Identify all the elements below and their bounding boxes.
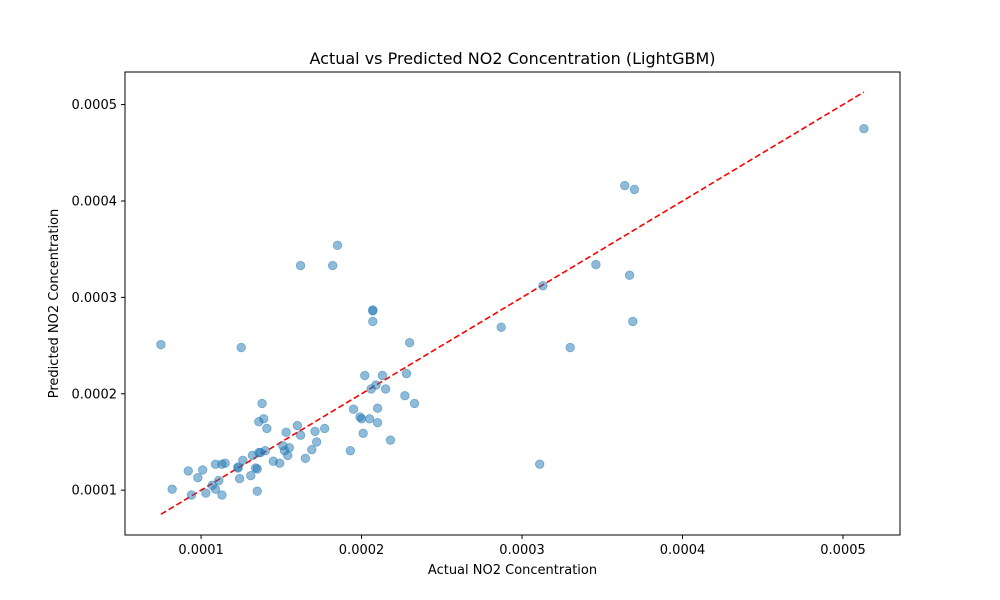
data-point — [262, 423, 272, 434]
y-tick-label: 0.0005 — [72, 98, 118, 113]
data-point — [364, 414, 375, 424]
data-point — [371, 380, 381, 390]
data-point — [356, 414, 367, 424]
x-axis-label: Actual NO2 Concentration — [428, 563, 597, 578]
data-point — [257, 398, 267, 409]
data-point — [300, 453, 311, 464]
data-point — [252, 486, 262, 496]
data-point — [345, 445, 356, 456]
data-point — [220, 458, 230, 468]
data-point — [377, 370, 388, 381]
x-tick-label: 0.0004 — [660, 543, 706, 558]
reference-line — [160, 91, 865, 515]
data-point — [538, 281, 548, 291]
data-point — [210, 484, 221, 494]
data-point — [292, 420, 303, 431]
plot-frame — [124, 71, 901, 536]
data-point — [409, 398, 420, 409]
data-point — [535, 459, 545, 469]
data-point — [156, 339, 166, 350]
data-point — [186, 490, 197, 500]
data-point — [217, 490, 227, 500]
data-point — [234, 473, 245, 484]
data-point — [252, 464, 262, 474]
reference-line-layer — [160, 91, 865, 515]
data-point — [405, 337, 415, 348]
data-point — [380, 384, 391, 394]
data-point — [368, 316, 378, 327]
data-point — [360, 370, 370, 381]
data-point — [183, 466, 193, 476]
data-point — [311, 437, 322, 447]
data-point — [358, 428, 368, 439]
data-point — [167, 484, 177, 494]
data-point — [319, 423, 330, 434]
data-point — [385, 435, 396, 445]
x-tick-label: 0.0001 — [178, 543, 224, 558]
data-point — [620, 180, 630, 191]
y-tick-label: 0.0003 — [72, 291, 118, 306]
data-point — [310, 426, 320, 437]
chart-title: Actual vs Predicted NO2 Concentration (L… — [310, 49, 716, 68]
data-point — [629, 184, 640, 195]
data-point — [236, 342, 246, 353]
data-point — [400, 391, 410, 401]
data-point — [624, 270, 635, 280]
data-point — [307, 444, 317, 455]
x-axis-ticks: 0.0001 0.0002 0.0003 0.0004 0.0005 — [178, 535, 866, 558]
data-point — [332, 240, 343, 251]
data-point — [260, 445, 270, 456]
data-point — [281, 427, 291, 438]
data-point — [295, 260, 306, 271]
points-layer — [156, 123, 869, 500]
y-tick-label: 0.0001 — [72, 484, 118, 499]
data-point — [214, 475, 224, 486]
data-point — [258, 414, 269, 424]
data-point — [628, 316, 638, 327]
data-point — [283, 450, 293, 461]
y-tick-label: 0.0004 — [72, 194, 118, 209]
x-tick-label: 0.0003 — [499, 543, 545, 558]
data-point — [193, 472, 203, 483]
data-point — [496, 322, 506, 332]
data-point — [372, 417, 383, 428]
x-tick-label: 0.0005 — [820, 543, 866, 558]
x-tick-label: 0.0002 — [339, 543, 385, 558]
data-point — [197, 465, 208, 475]
data-point — [859, 123, 869, 134]
data-point — [327, 260, 338, 271]
data-point — [284, 443, 295, 453]
y-tick-label: 0.0002 — [72, 387, 118, 402]
data-point — [238, 455, 248, 465]
data-point — [295, 430, 306, 440]
data-point — [372, 403, 383, 413]
data-point — [401, 368, 412, 379]
data-point — [233, 463, 243, 473]
data-point — [368, 305, 378, 315]
data-point — [201, 488, 211, 498]
y-axis-ticks: 0.0001 0.0002 0.0003 0.0004 0.0005 — [72, 98, 125, 499]
data-point — [246, 471, 256, 481]
data-point — [591, 259, 601, 270]
data-point — [275, 458, 285, 468]
y-axis-label: Predicted NO2 Concentration — [47, 209, 62, 398]
data-point — [565, 342, 575, 353]
data-point — [348, 404, 359, 414]
